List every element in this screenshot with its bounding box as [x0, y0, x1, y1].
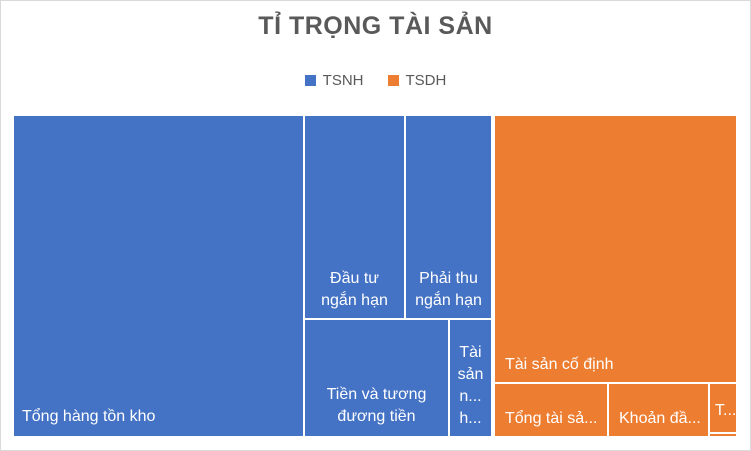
- treemap-tile: Tổng tài sả...: [493, 382, 609, 438]
- treemap-tile-label: Tổng tài sả...: [505, 410, 598, 427]
- treemap-tile: Tiền và tương đương tiền: [303, 318, 450, 438]
- treemap-tile-label: Tiền và tương đương tiền: [326, 386, 427, 425]
- treemap-tile: Đầu tư ngắn hạn: [303, 114, 406, 320]
- chart-title: TỈ TRỌNG TÀI SẢN: [258, 12, 493, 40]
- treemap-tile: Khoản đầ...: [607, 382, 710, 438]
- treemap-tile-label: Tài sản n... h...: [457, 344, 484, 427]
- treemap-tile: Tài sản n... h...: [448, 318, 493, 438]
- treemap-tile-label: Khoản đầ...: [619, 410, 701, 427]
- treemap-tile-label: Tổng hàng tồn kho: [22, 408, 156, 425]
- legend-item-tsnh: TSNH: [304, 72, 364, 89]
- legend: TSNH TSDH: [0, 72, 751, 89]
- treemap-tile-label: Tài sản cố định: [505, 356, 614, 373]
- treemap-tile: Phải thu ngắn hạn: [404, 114, 493, 320]
- legend-label-tsnh: TSNH: [322, 72, 364, 89]
- treemap-tile-label: Đầu tư ngắn hạn: [321, 270, 388, 309]
- legend-swatch-tsdh: [387, 75, 399, 86]
- treemap-tile: T...: [708, 382, 738, 434]
- treemap-tile-label: Phải thu ngắn hạn: [415, 270, 482, 309]
- legend-swatch-tsnh: [304, 75, 316, 86]
- treemap-tile-label: T...: [715, 402, 737, 419]
- legend-label-tsdh: TSDH: [405, 72, 447, 89]
- treemap-tile: Tài sản cố định: [493, 114, 738, 384]
- treemap-tile: Tổng hàng tồn kho: [12, 114, 305, 438]
- treemap-tile: [708, 432, 738, 438]
- legend-item-tsdh: TSDH: [387, 72, 447, 89]
